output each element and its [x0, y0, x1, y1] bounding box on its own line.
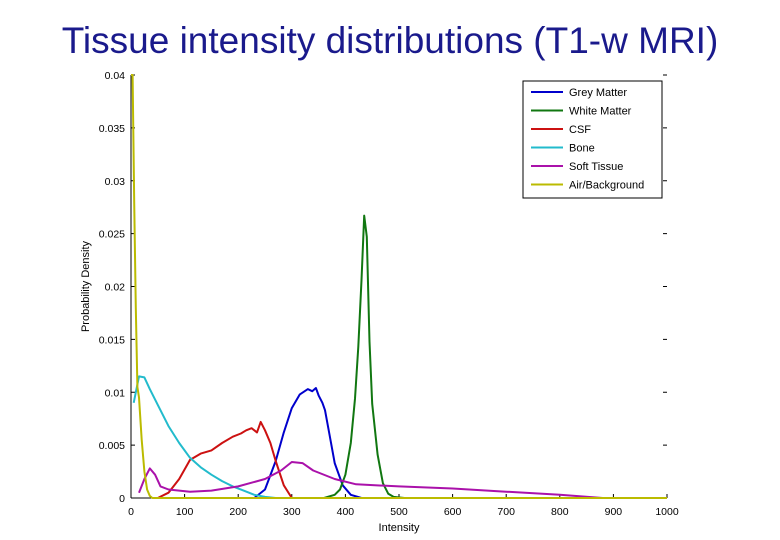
series-line-bone [132, 375, 276, 499]
x-tick-label: 1000 [655, 506, 679, 518]
y-tick-label: 0.035 [99, 123, 125, 135]
series-line-grey-matter [253, 387, 362, 499]
x-tick-label: 600 [444, 506, 462, 518]
x-tick-label: 400 [337, 506, 355, 518]
x-tick-label: 300 [283, 506, 301, 518]
legend-label-bone: Bone [569, 143, 595, 155]
y-tick-label: 0.015 [99, 334, 125, 346]
x-tick-label: 700 [497, 506, 515, 518]
legend-label-grey-matter: Grey Matter [569, 87, 627, 99]
series-line-csf [157, 420, 293, 499]
legend-label-csf: CSF [569, 124, 591, 136]
x-tick-label: 200 [229, 506, 247, 518]
y-tick-label: 0.01 [105, 387, 126, 399]
x-tick-label: 500 [390, 506, 408, 518]
series-lines [131, 74, 667, 499]
slide-title: Tissue intensity distributions (T1-w MRI… [61, 20, 719, 61]
series-line-soft-tissue [138, 461, 603, 499]
x-tick-label: 900 [605, 506, 623, 518]
series-line-air-background [131, 74, 667, 499]
y-tick-label: 0 [119, 493, 125, 505]
y-axis-label: Probability Density [80, 240, 92, 332]
y-tick-label: 0.025 [99, 229, 125, 241]
y-tick-label: 0.03 [105, 176, 126, 188]
legend-label-soft-tissue: Soft Tissue [569, 161, 623, 173]
legend-label-air-background: Air/Background [569, 180, 644, 192]
y-tick-label: 0.005 [99, 440, 125, 452]
series-line-white-matter [323, 214, 405, 499]
legend-box [522, 80, 663, 199]
x-tick-label: 100 [176, 506, 194, 518]
x-axis-label: Intensity [379, 522, 420, 534]
x-tick-label: 800 [551, 506, 569, 518]
x-axis-ticks: 0 100 200 300 400 500 600 700 800 900 1000 [128, 494, 679, 518]
y-tick-label: 0.04 [105, 70, 126, 82]
legend-label-white-matter: White Matter [569, 106, 632, 118]
x-tick-label: 0 [128, 506, 134, 518]
legend: Grey Matter White Matter CSF Bone Soft Tissu… [522, 80, 663, 199]
y-tick-label: 0.02 [105, 282, 126, 294]
